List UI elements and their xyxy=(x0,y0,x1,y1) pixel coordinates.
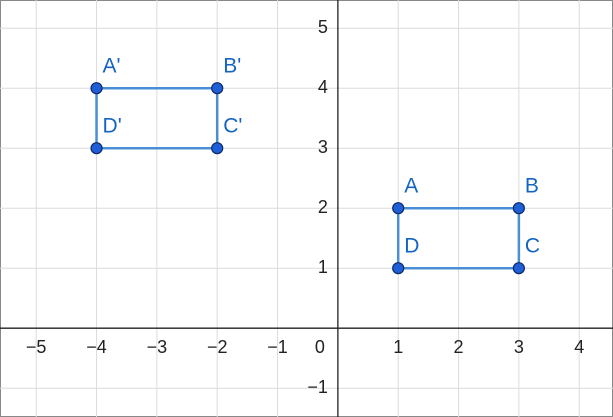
x-tick-label: 1 xyxy=(393,337,403,357)
point xyxy=(512,202,525,215)
x-tick-label: 0 xyxy=(315,337,325,357)
point xyxy=(211,82,224,95)
x-tick-label: −5 xyxy=(26,337,47,357)
y-tick-label: 1 xyxy=(318,257,328,277)
point-label: B' xyxy=(223,55,241,78)
point-label: C xyxy=(525,235,540,258)
point-label: C' xyxy=(223,115,242,138)
point xyxy=(512,262,525,275)
x-tick-label: −1 xyxy=(267,337,288,357)
x-tick-label: −4 xyxy=(86,337,107,357)
y-tick-label: 3 xyxy=(318,137,328,157)
y-tick-label: 5 xyxy=(318,17,328,37)
point-label: D xyxy=(404,235,419,258)
x-tick-label: 3 xyxy=(514,337,524,357)
point xyxy=(90,82,103,95)
point xyxy=(392,202,405,215)
x-tick-label: 4 xyxy=(574,337,584,357)
point-label: B xyxy=(525,175,539,198)
x-tick-label: 2 xyxy=(454,337,464,357)
point-label: A xyxy=(404,175,418,198)
point-label: A' xyxy=(103,55,121,78)
point xyxy=(90,142,103,155)
y-tick-label: 2 xyxy=(318,197,328,217)
y-tick-label: −1 xyxy=(307,377,328,397)
point xyxy=(392,262,405,275)
y-tick-label: 4 xyxy=(318,77,328,97)
x-tick-label: −2 xyxy=(207,337,228,357)
point-label: D' xyxy=(103,115,122,138)
x-tick-label: −3 xyxy=(147,337,168,357)
point xyxy=(211,142,224,155)
